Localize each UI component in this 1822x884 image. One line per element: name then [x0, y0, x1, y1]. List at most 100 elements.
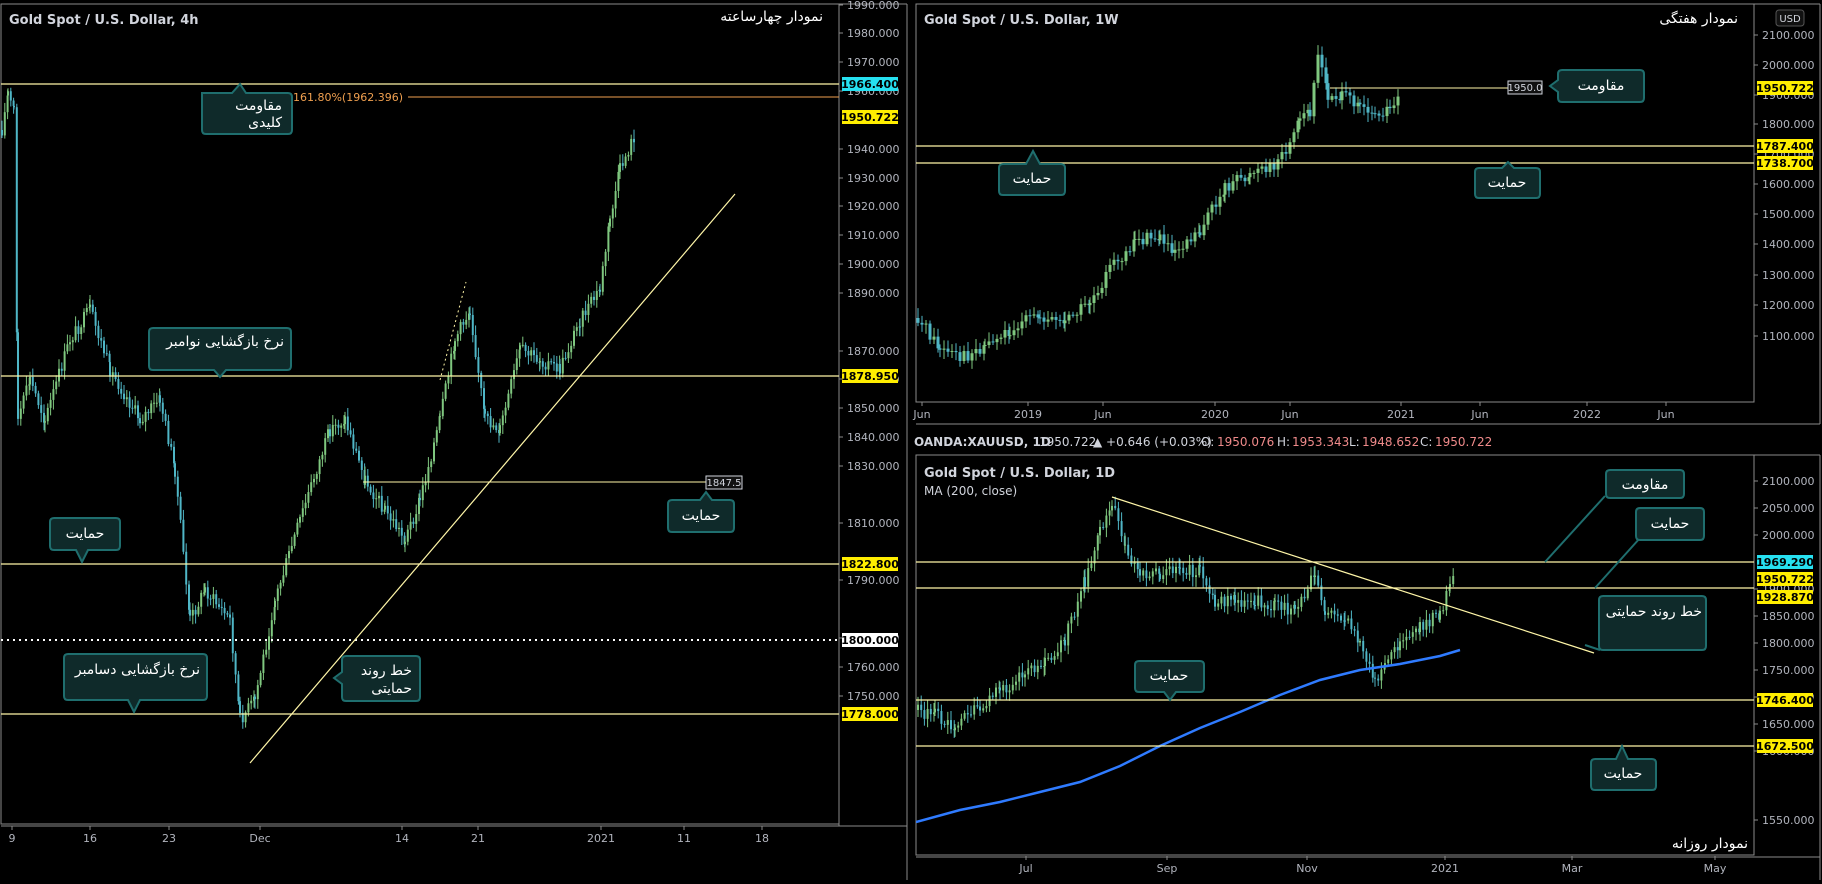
candle-body [1248, 173, 1252, 178]
candle-body [1220, 596, 1223, 604]
candle-body [982, 345, 986, 354]
callout-support-mid-1d: حمایت [1134, 660, 1205, 702]
candle-body [161, 402, 164, 414]
candle-body [1070, 616, 1073, 624]
candle-body [1016, 328, 1020, 331]
x-tick-label: 16 [83, 832, 97, 845]
candle-body [395, 519, 398, 529]
candle-body [1422, 622, 1425, 630]
candle-body [203, 592, 205, 594]
candle-body [386, 505, 389, 514]
price-badge [842, 557, 898, 571]
candle-body [433, 442, 435, 462]
candle-body [1191, 564, 1194, 578]
candle-body [462, 322, 465, 325]
candle-body [1250, 600, 1252, 602]
candle-body [1104, 271, 1108, 288]
candle-body [66, 344, 69, 352]
candle-body [91, 304, 94, 312]
candle-body [1239, 175, 1243, 178]
candle-body [1340, 91, 1344, 101]
candle-body [1148, 576, 1151, 579]
candle-body [1330, 96, 1334, 100]
price-axis-1w: 2100.0002000.0001900.0001800.0001700.000… [1754, 29, 1815, 343]
currency-label: USD [1779, 14, 1801, 25]
candle-body [1199, 565, 1201, 567]
callout-support-bottom-1d: حمایت [1590, 743, 1657, 791]
candle-body [174, 463, 176, 477]
candle-body [544, 366, 547, 370]
y-tick-label: 1870.000 [847, 345, 900, 358]
candle-body [384, 505, 386, 510]
candle-body [218, 604, 220, 607]
x-tick-label: 2021 [587, 832, 615, 845]
currency-box[interactable] [1775, 9, 1805, 27]
candle-body [1368, 661, 1371, 664]
candle-body [938, 348, 942, 350]
candle-body [587, 303, 590, 315]
price-badge-label: 1778.000 [841, 708, 899, 721]
candle-body [1356, 630, 1359, 643]
candle-body [282, 575, 285, 583]
candle-body [1286, 602, 1289, 615]
candle-body [358, 450, 360, 461]
candle-body [946, 348, 950, 352]
panel-1w: Gold Spot / U.S. Dollar, 1W نمودار هفتگی… [912, 3, 1821, 425]
candle-body [137, 405, 139, 419]
candle-body [934, 708, 936, 713]
candle-body [1179, 567, 1181, 569]
candle-body [69, 342, 71, 345]
price-badge [1757, 139, 1813, 153]
candle-body [313, 478, 315, 483]
candle-body [265, 649, 268, 655]
candle-body [942, 348, 946, 350]
candle-body [1273, 601, 1276, 611]
candle-body [1439, 610, 1441, 620]
candle-body [329, 429, 331, 437]
candle-body [1008, 335, 1012, 337]
candle-body [1168, 566, 1171, 570]
callout-resistance-1w: مقاومت [1548, 69, 1645, 103]
candle-body [933, 712, 935, 715]
candle-body [1243, 177, 1247, 182]
candle-body [237, 674, 240, 702]
candle-body [1206, 212, 1210, 225]
candle-body [492, 425, 495, 428]
candle-body [1344, 91, 1348, 93]
candle-body [1257, 595, 1260, 606]
candle-body [1099, 526, 1101, 536]
trendline-1d [1111, 496, 1595, 654]
x-tick-label: 21 [471, 832, 485, 845]
candle-body [590, 296, 593, 304]
candle-body [185, 551, 188, 585]
candle-body [1419, 622, 1421, 633]
candle-body [176, 476, 179, 497]
y-tick-label: 1890.000 [847, 287, 900, 300]
y-tick-label: 1970.000 [847, 56, 900, 69]
candle-body [1302, 113, 1306, 119]
candle-body [372, 492, 375, 500]
candle-body [957, 725, 960, 728]
candle-body [484, 408, 486, 414]
callout-text: مقاومت [235, 98, 282, 114]
candle-body [447, 375, 450, 384]
candle-body [924, 323, 928, 325]
candle-body [917, 704, 919, 710]
candle-body [943, 723, 946, 725]
candle-body [1283, 602, 1286, 610]
candle-body [1166, 243, 1170, 245]
level-tag-box-4h [705, 475, 743, 490]
candle-body [1024, 674, 1026, 678]
candle-body [380, 495, 383, 512]
candle-body [134, 405, 137, 409]
candle-body [1093, 550, 1096, 564]
callout-trendline-1d: خط روند حمایتی [1584, 595, 1707, 651]
callout-text: حمایت [1150, 668, 1189, 684]
candle-body [153, 402, 155, 404]
candle-body [1188, 564, 1191, 575]
candle-body [19, 408, 22, 419]
candle-body [611, 208, 614, 219]
price-badge [842, 77, 898, 91]
candle-body [318, 459, 321, 475]
candle-body [1268, 163, 1272, 172]
